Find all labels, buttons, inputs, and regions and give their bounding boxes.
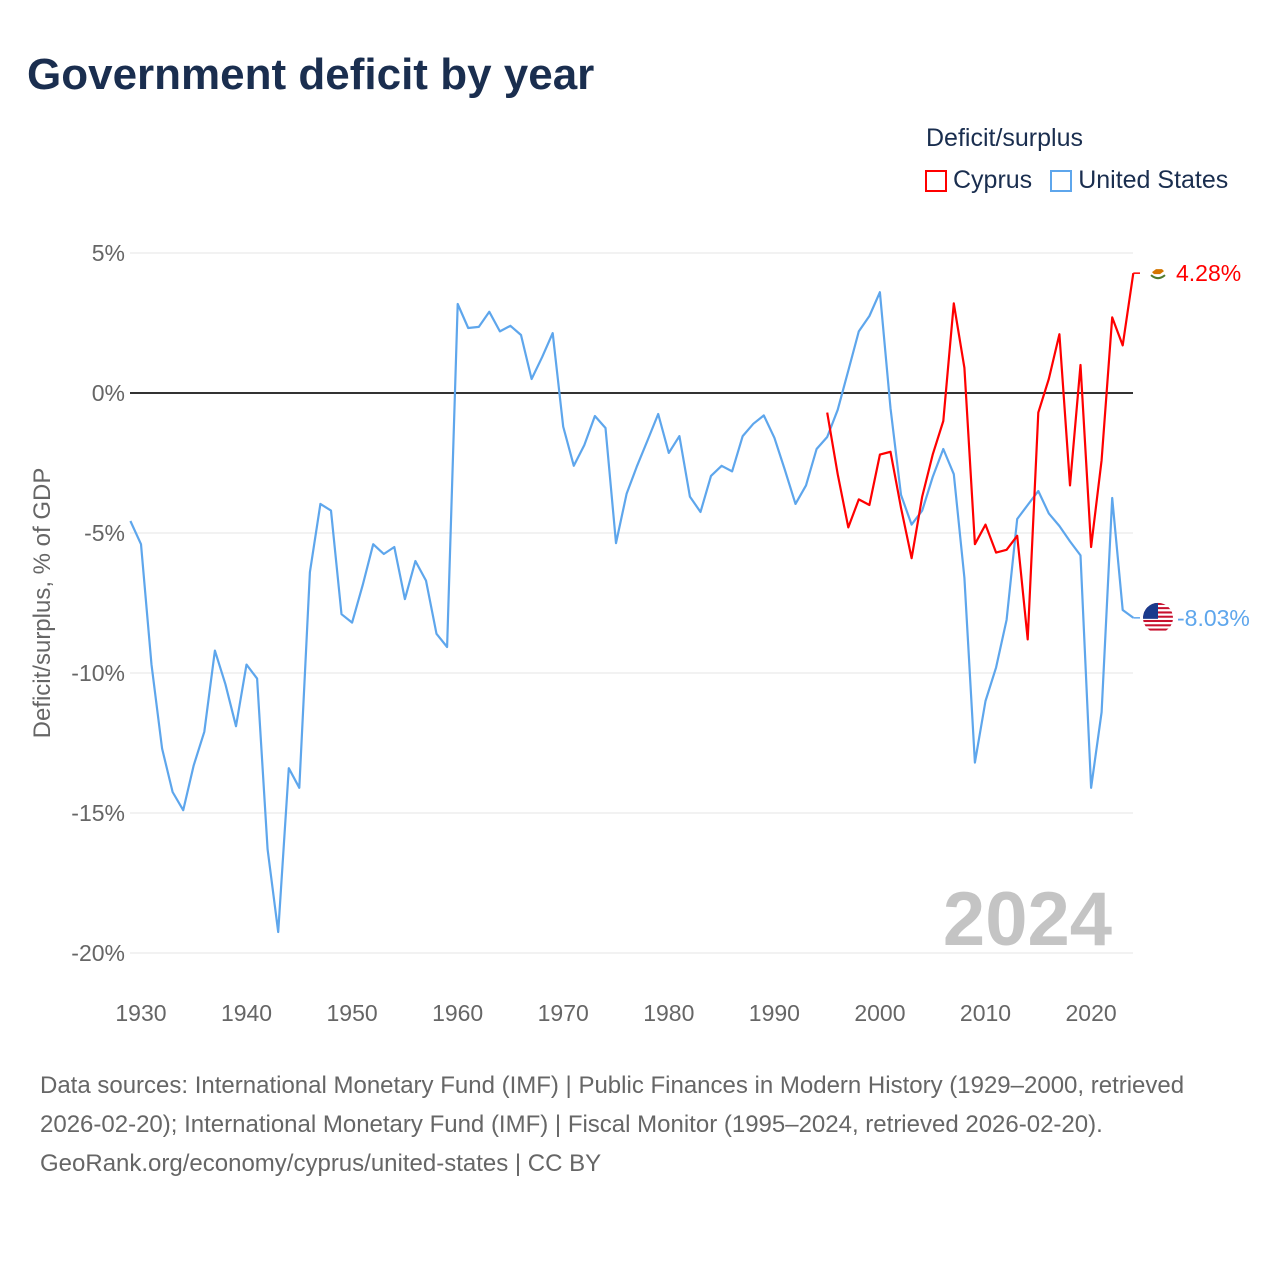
legend-label: United States (1078, 166, 1229, 194)
chart-title: Government deficit by year (27, 50, 595, 99)
legend-label: Cyprus (953, 166, 1033, 194)
y-tick-label: -15% (71, 800, 125, 826)
data-sources: Data sources: International Monetary Fun… (40, 1072, 1185, 1138)
footer: Data sources: International Monetary Fun… (40, 1066, 1240, 1183)
flag-body (1143, 602, 1173, 633)
x-tick-label: 1950 (327, 1000, 378, 1026)
legend: Cyprus United States (925, 166, 1228, 195)
y-tick-label: -10% (71, 660, 125, 686)
flag-stripe (1143, 619, 1173, 623)
year-watermark: 2024 (943, 877, 1112, 962)
x-tick-label: 1990 (749, 1000, 800, 1026)
line-chart: 5% 0% -5% -10% -15% -20% 1930 1940 1950 1960 1970 1… (29, 240, 1250, 1026)
x-tick-label: 2000 (854, 1000, 905, 1026)
x-tick-label: 1970 (538, 1000, 589, 1026)
legend-item-united-states[interactable]: United States (1050, 166, 1228, 195)
y-tick-label: 5% (92, 240, 125, 266)
flag-island (1152, 269, 1164, 275)
end-label-united-states: -8.03% (1177, 605, 1250, 631)
flag-canton (1143, 602, 1158, 619)
x-tick-label: 1960 (432, 1000, 483, 1026)
y-tick-label: -20% (71, 940, 125, 966)
attribution-link[interactable]: GeoRank.org/economy/cyprus/united-states… (40, 1150, 602, 1177)
flag-stripe (1143, 628, 1173, 631)
flag-stripe (1143, 624, 1173, 627)
x-tick-label: 1940 (221, 1000, 272, 1026)
legend-title: Deficit/surplus (926, 124, 1083, 152)
flag-stripe (1143, 622, 1173, 625)
x-tick-label: 2010 (960, 1000, 1011, 1026)
series-line-cyprus (826, 273, 1135, 641)
series-line-united-states (129, 291, 1134, 934)
flag-stripe (1143, 617, 1173, 620)
flag-stripe (1143, 630, 1173, 633)
y-tick-label: -5% (84, 520, 125, 546)
legend-swatch-cyprus (925, 169, 947, 192)
x-tick-label: 1980 (643, 1000, 694, 1026)
legend-swatch-united-states (1050, 169, 1073, 192)
end-label-cyprus: 4.28% (1176, 260, 1241, 286)
flag-stripe (1143, 626, 1173, 629)
y-tick-label: 0% (92, 380, 125, 406)
x-tick-label: 2020 (1065, 1000, 1116, 1026)
x-tick-label: 1930 (115, 1000, 166, 1026)
cyprus-flag-icon (1149, 264, 1167, 283)
flag-branches (1150, 274, 1166, 280)
us-flag-icon (1143, 602, 1173, 633)
y-axis-label: Deficit/surplus, % of GDP (29, 468, 56, 739)
legend-item-cyprus[interactable]: Cyprus (925, 166, 1032, 195)
